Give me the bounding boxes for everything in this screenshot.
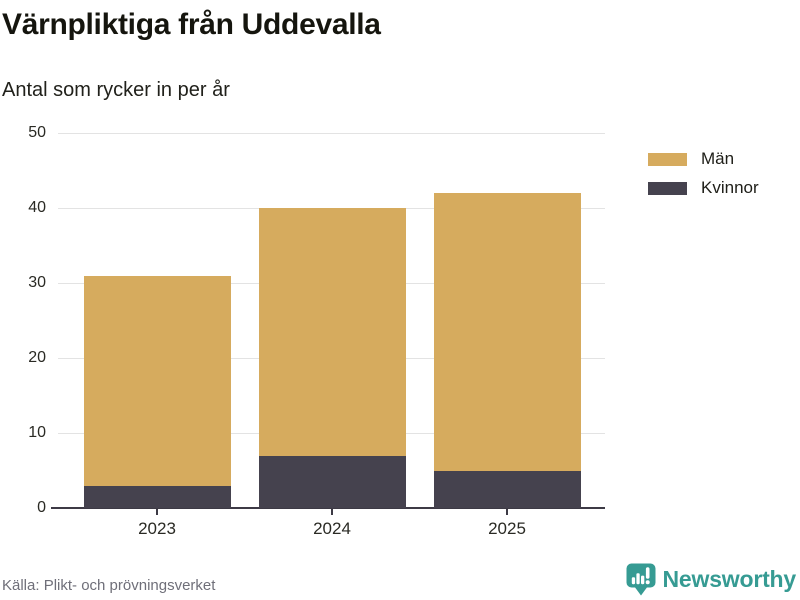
legend-swatch [648, 181, 687, 195]
y-axis-tick-label: 40 [28, 199, 46, 216]
chart-subtitle: Antal som rycker in per år [2, 79, 230, 101]
x-axis-tick-label: 2024 [313, 519, 351, 538]
x-axis-tick [156, 509, 158, 515]
y-axis-tick-label: 30 [28, 274, 46, 291]
bar-segment-kvinnor [83, 485, 231, 508]
legend-swatch [648, 152, 687, 166]
newsworthy-logo-text: Newsworthy [662, 566, 797, 592]
bar-segment-kvinnor [258, 455, 406, 508]
legend-label: Kvinnor [701, 178, 759, 197]
legend: Män Kvinnor [648, 149, 759, 207]
y-axis-tick-label: 10 [28, 424, 46, 441]
newsworthy-logo-icon [626, 563, 656, 596]
chart-title: Värnpliktiga från Uddevalla [2, 8, 381, 41]
bar-segment-man [433, 193, 581, 471]
x-axis-tick [331, 509, 333, 515]
grid-line [58, 132, 605, 134]
newsworthy-logo: Newsworthy [626, 563, 796, 596]
bar-segment-man [258, 208, 406, 456]
y-axis-tick-label: 50 [28, 124, 46, 141]
x-axis-line [51, 507, 605, 509]
legend-item: Kvinnor [648, 178, 759, 198]
x-axis-tick-label: 2025 [488, 519, 526, 538]
x-axis-tick-label: 2023 [138, 519, 176, 538]
x-axis-tick [506, 509, 508, 515]
y-axis-tick-label: 0 [37, 499, 46, 516]
legend-label: Män [701, 149, 735, 168]
source-note: Källa: Plikt- och prövningsverket [2, 577, 216, 594]
bar-segment-kvinnor [433, 470, 581, 508]
bar-segment-man [83, 275, 231, 486]
y-axis-tick-label: 20 [28, 349, 46, 366]
legend-item: Män [648, 149, 759, 169]
